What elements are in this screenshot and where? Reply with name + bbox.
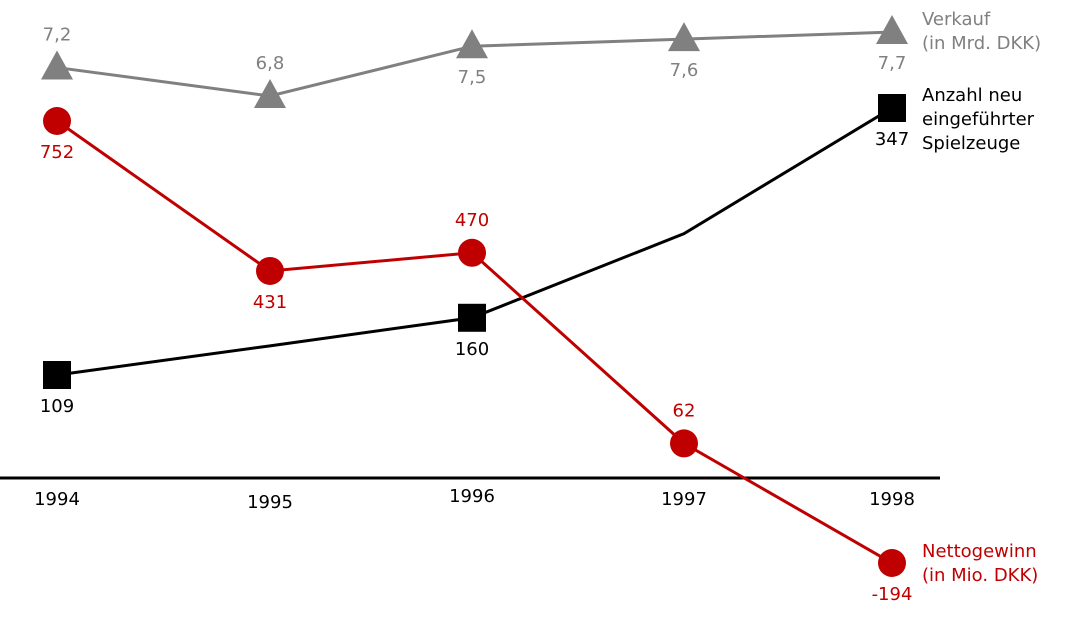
x-tick-label: 1995 — [247, 492, 293, 513]
data-label: 7,6 — [670, 60, 699, 81]
data-label: 7,2 — [43, 25, 72, 46]
marker — [456, 29, 488, 59]
x-tick-label: 1997 — [661, 489, 707, 510]
marker — [670, 429, 698, 458]
data-label: 7,7 — [878, 53, 907, 74]
marker — [878, 94, 906, 122]
data-label: -194 — [872, 584, 913, 605]
marker — [668, 22, 700, 52]
x-tick-label: 1996 — [449, 486, 495, 507]
x-tick-label: 1998 — [869, 489, 915, 510]
marker — [876, 15, 908, 44]
marker — [458, 303, 486, 332]
series-label: Verkauf (in Mrd. DKK) — [922, 9, 1042, 54]
data-label: 7,5 — [458, 67, 487, 88]
series-label: Anzahl neu eingeführter Spielzeuge — [922, 85, 1035, 154]
marker — [43, 107, 71, 135]
marker — [254, 79, 286, 108]
data-label: 62 — [673, 400, 696, 421]
data-label: 431 — [253, 292, 287, 313]
data-label: 752 — [40, 142, 74, 163]
marker — [41, 50, 73, 80]
data-label: 347 — [875, 129, 909, 150]
marker — [878, 549, 906, 577]
marker — [256, 256, 284, 285]
marker — [458, 238, 486, 267]
x-tick-label: 1994 — [34, 489, 80, 510]
series-label: Nettogewinn (in Mio. DKK) — [922, 541, 1039, 586]
data-label: 109 — [40, 396, 74, 417]
data-label: 160 — [455, 339, 489, 360]
marker — [43, 361, 71, 389]
data-label: 6,8 — [256, 53, 285, 74]
data-label: 470 — [455, 210, 489, 231]
